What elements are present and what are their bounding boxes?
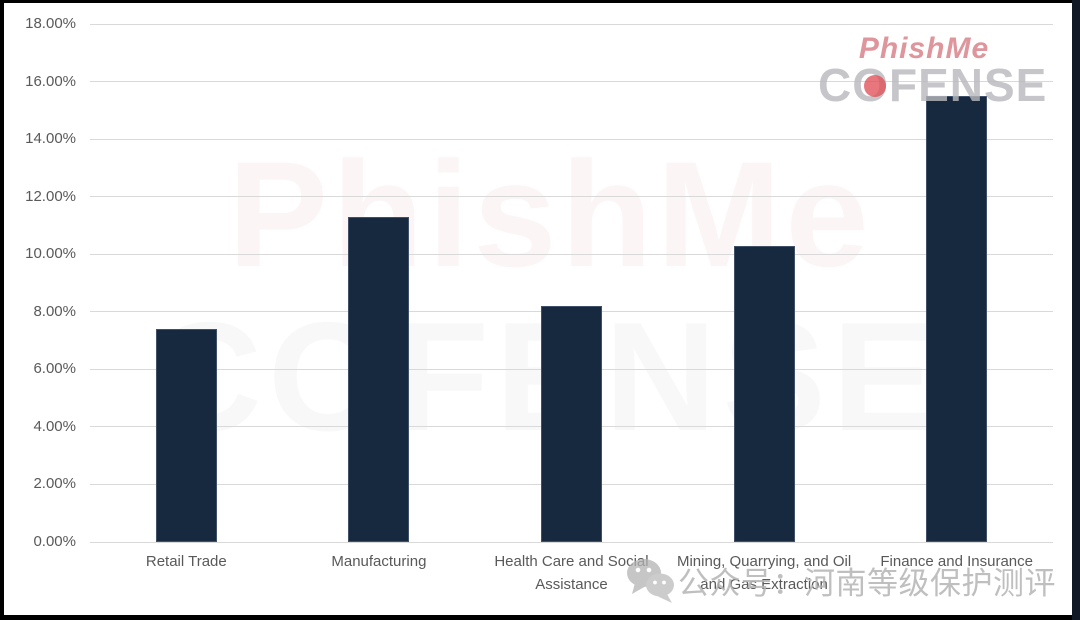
y-axis-tick-label: 8.00%	[33, 302, 76, 320]
x-axis-category-label: Mining, Quarrying, and Oil and Gas Extra…	[676, 553, 852, 593]
y-axis-tick-label: 0.00%	[33, 533, 76, 550]
wechat-watermark-text: 公众号：河南等级保护测评	[678, 566, 1056, 601]
gridline	[90, 23, 1053, 25]
y-axis-tick-label: 6.00%	[33, 360, 76, 378]
cofense-logo-text: COFENSE	[818, 59, 1048, 111]
x-axis-category-label: Retail Trade	[145, 553, 227, 570]
y-axis-tick-label: 12.00%	[25, 187, 76, 205]
cofense-logo-red-dot-icon	[864, 75, 886, 97]
bar-finance-and-insurance	[926, 96, 988, 542]
y-axis-tick-label: 16.00%	[25, 72, 76, 90]
gridline	[90, 541, 1053, 543]
bar-mining-quarrying-and-oil-and-gas-extraction	[733, 246, 795, 542]
frame-border-bottom	[0, 615, 1080, 620]
x-axis-category-label: Finance and Insurance	[880, 553, 1033, 570]
wechat-icon	[624, 556, 676, 609]
gridline	[90, 253, 1053, 255]
frame-border-top	[0, 0, 1080, 3]
gridline	[90, 196, 1053, 198]
phishme-logo-text: PhishMe	[858, 32, 990, 65]
y-axis-tick-label: 4.00%	[33, 417, 76, 435]
wechat-watermark: 公众号：河南等级保护测评	[624, 552, 1056, 609]
gridline	[90, 138, 1053, 140]
bar-manufacturing	[348, 217, 410, 542]
gridline	[90, 81, 1053, 83]
y-axis-tick-label: 2.00%	[33, 475, 76, 493]
x-axis-category-label: Manufacturing	[331, 553, 427, 570]
bar-health-care-and-social-assistance	[541, 306, 602, 542]
bar-retail-trade	[155, 329, 217, 542]
frame-border-left	[0, 0, 4, 620]
y-axis-tick-label: 14.00%	[25, 130, 76, 148]
plot-area	[90, 23, 1053, 543]
frame-border-right	[1072, 0, 1080, 620]
x-axis-category-label: Health Care and Social Assistance	[494, 553, 649, 593]
y-axis-tick-label: 10.00%	[25, 245, 76, 263]
y-axis: 0.00% 2.00% 4.00% 6.00% 8.00% 10.00% 12.00% 14.…	[0, 0, 80, 620]
y-axis-tick-label: 18.00%	[25, 15, 76, 32]
cofense-logo: PhishMe COFENSE	[818, 32, 1048, 112]
